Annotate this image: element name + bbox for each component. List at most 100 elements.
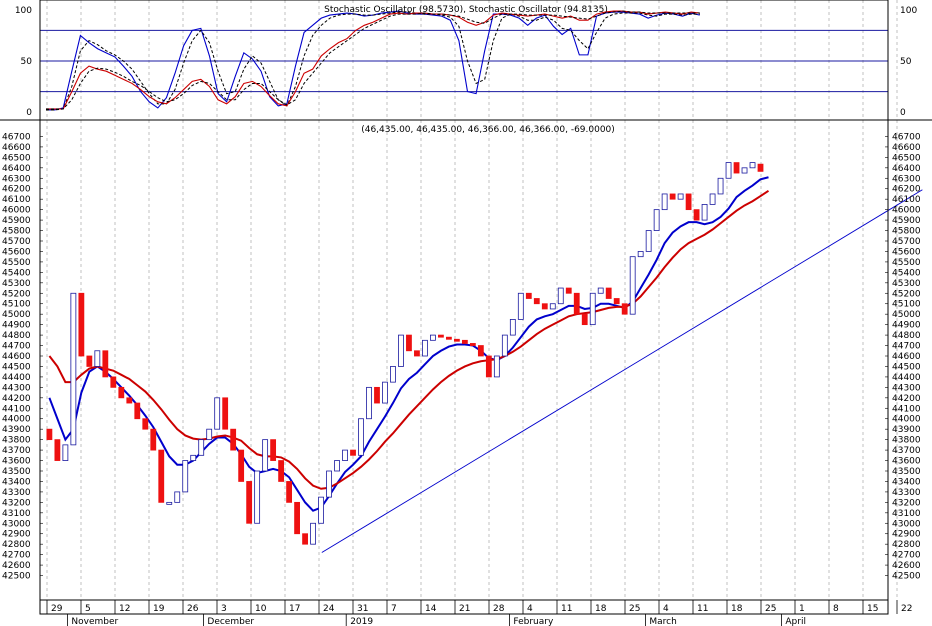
price-y-tick-left: 46700 (2, 132, 31, 142)
price-y-tick-left: 45000 (2, 310, 31, 320)
price-y-tick-right: 44500 (892, 362, 921, 372)
candle (717, 177, 724, 195)
x-tick-label: 1 (799, 604, 805, 614)
x-tick-label: 7 (391, 604, 397, 614)
price-y-tick-left: 42800 (2, 540, 31, 550)
price-y-tick-right: 44900 (892, 321, 921, 331)
candle (477, 345, 484, 357)
candle (278, 460, 285, 482)
price-readout: (46,435.00, 46,435.00, 46,366.00, 46,366… (361, 125, 615, 135)
candle (557, 287, 564, 305)
stoch-y-tick-right: 0 (900, 108, 906, 118)
x-tick-label: 24 (323, 604, 335, 614)
price-y-tick-left: 43700 (2, 446, 31, 456)
price-y-tick-left: 45900 (2, 216, 31, 226)
price-y-tick-right: 43400 (892, 477, 921, 487)
price-y-tick-left: 43500 (2, 467, 31, 477)
vertical-gridlines (46, 0, 898, 600)
candle (302, 533, 308, 545)
x-tick-label: 4 (663, 604, 669, 614)
candle (677, 193, 684, 200)
price-y-tick-left: 45700 (2, 237, 31, 247)
candle (485, 355, 492, 378)
stoch-y-tick-left: 50 (21, 57, 33, 67)
candle (334, 460, 340, 472)
price-y-tick-left: 45100 (2, 300, 31, 310)
price-y-tick-right: 46300 (892, 174, 921, 184)
x-tick-label: 14 (425, 604, 437, 614)
candle (438, 334, 444, 338)
price-y-tick-left: 42600 (2, 561, 31, 571)
price-y-tick-left: 44000 (2, 415, 31, 425)
price-y-tick-left: 43400 (2, 477, 31, 487)
price-y-tick-left: 45400 (2, 268, 31, 278)
candle (685, 193, 692, 211)
price-y-tick-left: 44300 (2, 383, 31, 393)
price-y-tick-right: 46600 (892, 143, 921, 153)
price-y-tick-right: 43100 (892, 509, 921, 519)
price-y-tick-left: 45600 (2, 247, 31, 257)
candle (230, 428, 237, 451)
price-y-tick-right: 44000 (892, 415, 921, 425)
stoch-y-tick-right: 50 (900, 57, 912, 67)
candle (366, 386, 372, 420)
candle (118, 386, 125, 399)
price-y-tick-right: 45100 (892, 300, 921, 310)
price-y-tick-left: 43800 (2, 436, 31, 446)
price-y-tick-right: 43600 (892, 457, 921, 467)
candle (238, 449, 245, 482)
x-tick-label: 4 (527, 604, 533, 614)
price-y-tick-right: 43000 (892, 519, 921, 529)
candle (605, 287, 612, 299)
trendline (321, 189, 923, 553)
candle (158, 449, 165, 503)
candle (310, 522, 316, 545)
x-tick-label: 26 (187, 604, 199, 614)
candle (661, 193, 668, 211)
price-y-tick-right: 46200 (892, 185, 921, 195)
price-y-tick-right: 46500 (892, 153, 921, 163)
price-y-tick-left: 43600 (2, 457, 31, 467)
candle (166, 501, 173, 505)
price-y-tick-left: 45300 (2, 279, 31, 289)
x-tick-label: 28 (493, 604, 505, 614)
price-y-tick-right: 45000 (892, 310, 921, 320)
price-y-tick-left: 45800 (2, 227, 31, 237)
candle (533, 298, 540, 305)
candle (749, 162, 756, 169)
x-tick-label: 8 (833, 604, 839, 614)
price-y-tick-right: 42500 (892, 572, 921, 582)
price-y-tick-left: 45500 (2, 258, 31, 268)
candle (102, 350, 109, 378)
price-y-tick-right: 42600 (892, 561, 921, 571)
price-y-tick-right: 43200 (892, 498, 921, 508)
price-y-tick-right: 45700 (892, 237, 921, 247)
candle (262, 439, 269, 472)
candle (629, 256, 636, 315)
candle (374, 386, 380, 404)
price-y-tick-right: 43700 (892, 446, 921, 456)
candle (741, 167, 748, 174)
price-y-tick-right: 42800 (892, 540, 921, 550)
price-y-tick-right: 46000 (892, 206, 921, 216)
price-y-tick-right: 45900 (892, 216, 921, 226)
price-y-tick-right: 45200 (892, 289, 921, 299)
month-label: November (71, 617, 118, 626)
price-y-tick-left: 46000 (2, 206, 31, 216)
candle (445, 336, 452, 340)
price-y-tick-right: 46400 (892, 164, 921, 174)
stochastic-title: Stochastic Oscillator (98.5730), Stochas… (324, 5, 608, 15)
candle (669, 193, 676, 200)
price-y-tick-left: 43200 (2, 498, 31, 508)
price-y-tick-left: 44500 (2, 362, 31, 372)
candle (142, 418, 149, 430)
candle (430, 334, 436, 341)
candle (94, 350, 101, 367)
price-y-tick-right: 45500 (892, 258, 921, 268)
price-y-tick-left: 46400 (2, 164, 31, 174)
candle (294, 501, 300, 535)
price-y-tick-right: 43300 (892, 488, 921, 498)
price-y-tick-left: 46100 (2, 195, 31, 205)
